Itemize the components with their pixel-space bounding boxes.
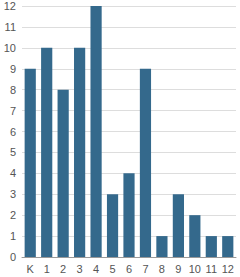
svg-text:1: 1 xyxy=(44,263,50,275)
svg-text:6: 6 xyxy=(10,126,16,138)
svg-text:7: 7 xyxy=(142,263,148,275)
svg-text:11: 11 xyxy=(206,263,217,275)
svg-text:2: 2 xyxy=(60,263,66,275)
svg-text:10: 10 xyxy=(4,42,16,54)
svg-text:1: 1 xyxy=(10,230,16,242)
svg-text:8: 8 xyxy=(10,84,16,96)
svg-text:8: 8 xyxy=(159,263,165,275)
svg-text:10: 10 xyxy=(189,263,201,275)
svg-text:0: 0 xyxy=(10,251,16,263)
svg-text:9: 9 xyxy=(10,63,16,75)
svg-text:7: 7 xyxy=(10,105,16,117)
svg-text:4: 4 xyxy=(93,263,99,275)
svg-text:6: 6 xyxy=(126,263,132,275)
svg-text:12: 12 xyxy=(222,263,234,275)
svg-text:3: 3 xyxy=(77,263,83,275)
svg-text:5: 5 xyxy=(10,146,16,158)
svg-text:3: 3 xyxy=(10,188,16,200)
svg-text:9: 9 xyxy=(175,263,181,275)
svg-text:12: 12 xyxy=(4,0,16,12)
svg-text:2: 2 xyxy=(10,209,16,221)
svg-text:K: K xyxy=(27,263,35,275)
svg-text:4: 4 xyxy=(10,167,16,179)
svg-text:5: 5 xyxy=(109,263,115,275)
svg-text:11: 11 xyxy=(5,21,16,33)
